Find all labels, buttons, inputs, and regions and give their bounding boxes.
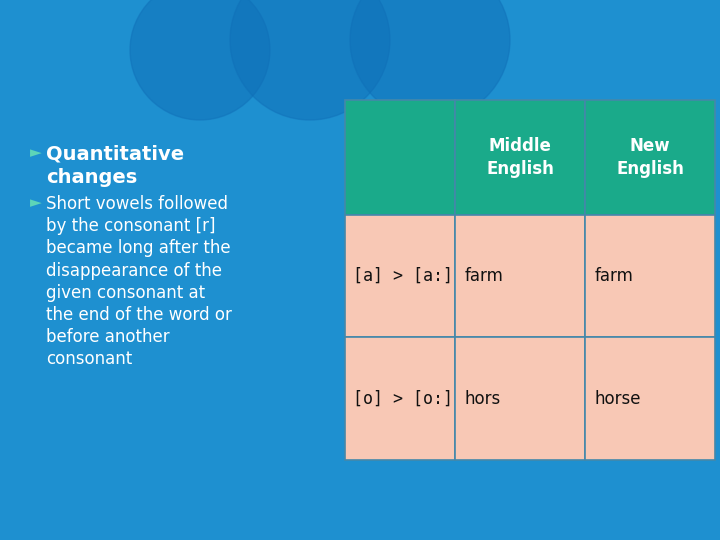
Bar <box>345 215 455 337</box>
Text: [o] > [o:]: [o] > [o:] <box>353 389 453 408</box>
Bar <box>455 337 585 460</box>
Bar <box>585 337 715 460</box>
Text: ►: ► <box>30 195 42 210</box>
Text: horse: horse <box>595 389 642 408</box>
Text: farm: farm <box>465 267 504 285</box>
Bar <box>455 215 585 337</box>
Text: ►: ► <box>30 145 42 160</box>
Bar <box>585 100 715 215</box>
Text: Short vowels followed
by the consonant [r]
became long after the
disappearance o: Short vowels followed by the consonant [… <box>46 195 232 368</box>
Bar <box>345 337 455 460</box>
Bar <box>585 215 715 337</box>
Text: New
English: New English <box>616 137 684 178</box>
Bar <box>345 100 455 215</box>
Circle shape <box>130 0 270 120</box>
Circle shape <box>230 0 390 120</box>
Text: Middle
English: Middle English <box>486 137 554 178</box>
Bar <box>455 100 585 215</box>
Text: farm: farm <box>595 267 634 285</box>
Text: Quantitative
changes: Quantitative changes <box>46 145 184 187</box>
Text: hors: hors <box>465 389 501 408</box>
Circle shape <box>350 0 510 120</box>
Text: [a] > [a:]: [a] > [a:] <box>353 267 453 285</box>
